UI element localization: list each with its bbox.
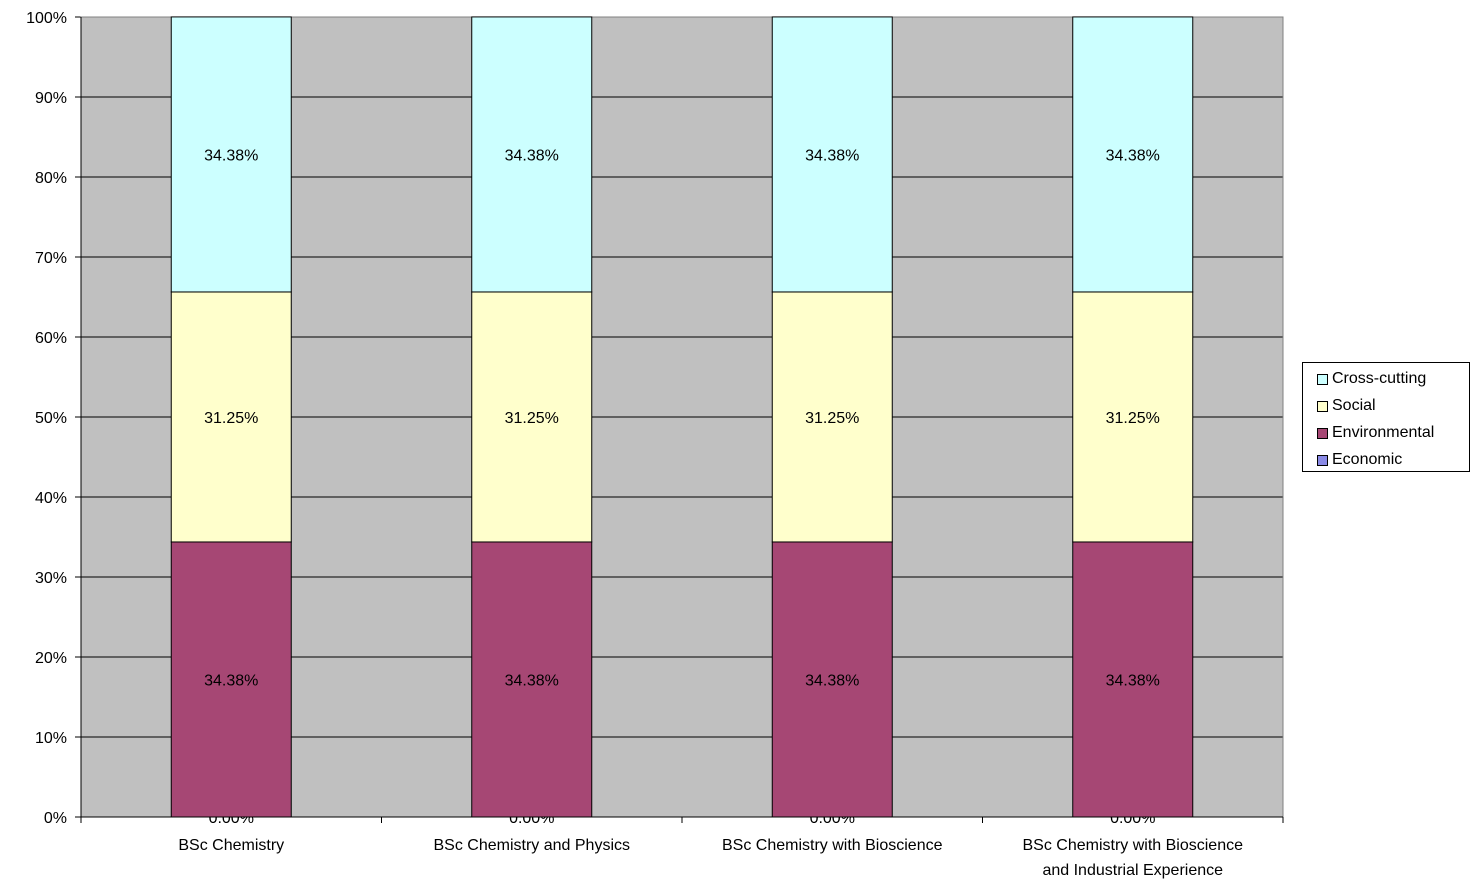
y-tick-label: 90% [35, 90, 67, 107]
legend-item: Cross-cutting [1317, 369, 1426, 389]
bar-environmental [170, 541, 292, 818]
bar-cross-cutting [471, 16, 593, 293]
legend-swatch [1317, 454, 1328, 466]
y-tick-label: 30% [35, 570, 67, 587]
y-tick-label: 60% [35, 330, 67, 347]
data-label: 34.38% [1106, 672, 1160, 689]
y-tick-label: 20% [35, 650, 67, 667]
bar-environmental [771, 541, 893, 818]
y-tick-label: 50% [35, 410, 67, 427]
category-label: BSc Chemistry and Physics [433, 837, 630, 854]
y-tick-label: 100% [26, 10, 67, 27]
data-label: 31.25% [1106, 410, 1160, 427]
legend-item: Social [1317, 396, 1376, 416]
category-label: BSc Chemistry [178, 837, 284, 854]
data-label: 34.38% [505, 672, 559, 689]
data-label: 34.38% [805, 672, 859, 689]
data-label: 34.38% [204, 672, 258, 689]
bar-social [471, 291, 593, 543]
legend-label: Environmental [1332, 424, 1435, 441]
y-tick-label: 80% [35, 170, 67, 187]
legend-swatch [1317, 373, 1328, 385]
y-tick-label: 10% [35, 730, 67, 747]
data-label: 34.38% [204, 147, 258, 164]
bar-social [170, 291, 292, 543]
data-label: 34.38% [505, 147, 559, 164]
bar-cross-cutting [771, 16, 893, 293]
category-label: BSc Chemistry with Bioscience [722, 837, 943, 854]
data-label: 34.38% [805, 147, 859, 164]
data-label: 31.25% [505, 410, 559, 427]
y-tick-label: 0% [44, 810, 67, 827]
data-label: 34.38% [1106, 147, 1160, 164]
legend-swatch [1317, 427, 1328, 439]
legend-label: Economic [1332, 451, 1403, 468]
data-label: 31.25% [805, 410, 859, 427]
bar-cross-cutting [170, 16, 292, 293]
legend: Cross-cutting Social Environmental Economic [1302, 362, 1470, 472]
legend-item: Economic [1317, 450, 1402, 470]
bar-cross-cutting [1072, 16, 1194, 293]
legend-swatch [1317, 400, 1328, 412]
legend-label: Cross-cutting [1332, 370, 1427, 387]
y-tick-label: 40% [35, 490, 67, 507]
data-label: 31.25% [204, 410, 258, 427]
category-label: BSc Chemistry with Bioscience [1022, 837, 1243, 854]
category-label: and Industrial Experience [1042, 862, 1223, 879]
bar-environmental [1072, 541, 1194, 818]
y-tick-label: 70% [35, 250, 67, 267]
legend-item: Environmental [1317, 423, 1434, 443]
bar-social [1072, 291, 1194, 543]
bar-social [771, 291, 893, 543]
legend-label: Social [1332, 397, 1376, 414]
